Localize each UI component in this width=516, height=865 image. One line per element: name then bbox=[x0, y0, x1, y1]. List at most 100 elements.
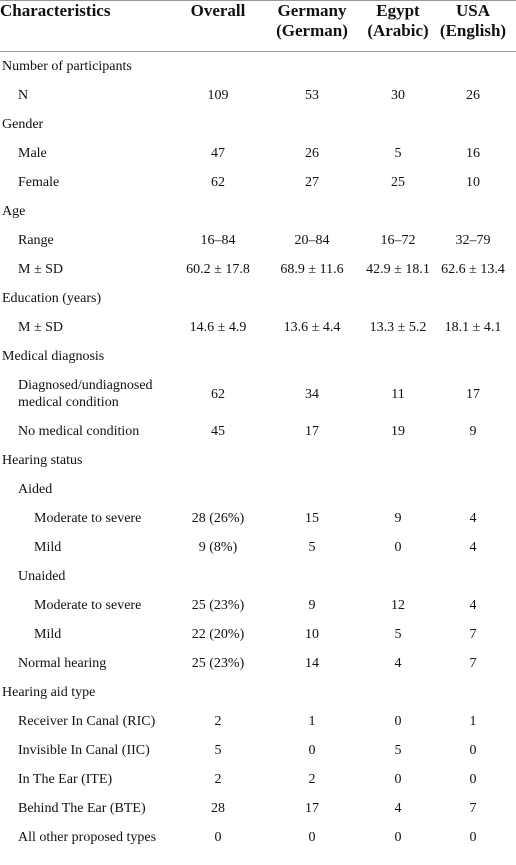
data-row: Receiver In Canal (RIC) 2 1 0 1 bbox=[0, 707, 516, 736]
data-row: Female 62 27 25 10 bbox=[0, 168, 516, 197]
row-label: Unaided bbox=[18, 569, 66, 584]
data-row: Range 16–84 20–84 16–72 32–79 bbox=[0, 226, 516, 255]
cell: 0 bbox=[308, 830, 316, 845]
cell: 15 bbox=[305, 511, 319, 526]
group-row: Age bbox=[0, 197, 516, 226]
row-label: Number of participants bbox=[2, 59, 132, 74]
cell: 0 bbox=[469, 743, 477, 758]
cell: 17 bbox=[466, 386, 480, 402]
cell: 9 (8%) bbox=[198, 540, 238, 555]
cell: 53 bbox=[305, 88, 319, 103]
cell: 34 bbox=[305, 386, 319, 402]
cell: 13.6 ± 4.4 bbox=[283, 320, 341, 335]
column-header: Characteristics bbox=[0, 1, 111, 20]
row-label: Age bbox=[2, 204, 26, 219]
cell: 2 bbox=[214, 714, 222, 729]
data-row: Behind The Ear (BTE) 28 17 4 7 bbox=[0, 794, 516, 823]
cell: 109 bbox=[207, 88, 229, 103]
row-label: Gender bbox=[2, 117, 44, 132]
table-body: Number of participants N 109 53 30 26 Gender Ma… bbox=[0, 52, 516, 852]
cell: 68.9 ± 11.6 bbox=[280, 262, 344, 277]
cell: 32–79 bbox=[455, 233, 491, 248]
cell: 19 bbox=[391, 424, 405, 439]
row-label: All other proposed types bbox=[18, 830, 157, 845]
cell: 10 bbox=[466, 175, 480, 190]
cell: 0 bbox=[394, 772, 402, 787]
cell: 25 (23%) bbox=[191, 598, 245, 613]
row-label: Diagnosed/undiagnosed medical condition bbox=[18, 378, 153, 410]
cell: 0 bbox=[214, 830, 222, 845]
cell: 17 bbox=[305, 424, 319, 439]
column-header: Germany (German) bbox=[276, 1, 348, 40]
cell: 5 bbox=[308, 540, 316, 555]
cell: 0 bbox=[394, 830, 402, 845]
row-label: Normal hearing bbox=[18, 656, 107, 671]
cell: 0 bbox=[394, 540, 402, 555]
row-label: Mild bbox=[34, 627, 62, 642]
cell: 26 bbox=[305, 146, 319, 161]
data-row: Moderate to severe 25 (23%) 9 12 4 bbox=[0, 591, 516, 620]
cell: 2 bbox=[308, 772, 316, 787]
row-label: Hearing aid type bbox=[2, 685, 96, 700]
row-label: Aided bbox=[18, 482, 53, 497]
cell: 0 bbox=[469, 772, 477, 787]
group-row: Hearing aid type bbox=[0, 678, 516, 707]
data-row: In The Ear (ITE) 2 2 0 0 bbox=[0, 765, 516, 794]
cell: 4 bbox=[469, 598, 477, 613]
cell: 14 bbox=[305, 656, 319, 671]
row-label: Medical diagnosis bbox=[2, 349, 105, 364]
column-header: Overall bbox=[190, 1, 246, 20]
row-label: Invisible In Canal (IIC) bbox=[18, 743, 150, 758]
cell: 26 bbox=[466, 88, 480, 103]
cell: 60.2 ± 17.8 bbox=[186, 262, 250, 277]
cell: 17 bbox=[305, 801, 319, 816]
cell: 4 bbox=[469, 540, 477, 555]
cell: 7 bbox=[469, 656, 477, 671]
cell: 12 bbox=[391, 598, 405, 613]
column-header: USA (English) bbox=[439, 1, 507, 40]
cell: 25 (23%) bbox=[191, 656, 245, 671]
data-row: Normal hearing 25 (23%) 14 4 7 bbox=[0, 649, 516, 678]
data-row: Diagnosed/undiagnosed medical condition 6… bbox=[0, 371, 516, 417]
cell: 62 bbox=[211, 175, 225, 190]
cell: 5 bbox=[394, 146, 402, 161]
header-row: Characteristics Overall Germany (German)… bbox=[0, 0, 516, 52]
cell: 11 bbox=[391, 386, 405, 402]
cell: 28 bbox=[211, 801, 225, 816]
row-label: Male bbox=[18, 146, 47, 161]
cell: 16 bbox=[466, 146, 480, 161]
cell: 5 bbox=[214, 743, 222, 758]
data-row: Mild 9 (8%) 5 0 4 bbox=[0, 533, 516, 562]
group-row: Aided bbox=[0, 475, 516, 504]
cell: 22 (20%) bbox=[191, 627, 245, 642]
data-row: M ± SD 60.2 ± 17.8 68.9 ± 11.6 42.9 ± 18.1 6… bbox=[0, 255, 516, 284]
cell: 13.3 ± 5.2 bbox=[369, 320, 427, 335]
row-label: Behind The Ear (BTE) bbox=[18, 801, 146, 816]
cell: 4 bbox=[394, 656, 402, 671]
row-label: In The Ear (ITE) bbox=[18, 772, 113, 787]
cell: 5 bbox=[394, 743, 402, 758]
row-label: Hearing status bbox=[2, 453, 83, 468]
row-label: No medical condition bbox=[18, 424, 140, 439]
data-row: All other proposed types 0 0 0 0 bbox=[0, 823, 516, 852]
cell: 5 bbox=[394, 627, 402, 642]
cell: 9 bbox=[394, 511, 402, 526]
group-row: Gender bbox=[0, 110, 516, 139]
cell: 4 bbox=[469, 511, 477, 526]
cell: 20–84 bbox=[294, 233, 330, 248]
data-row: M ± SD 14.6 ± 4.9 13.6 ± 4.4 13.3 ± 5.2 18.1… bbox=[0, 313, 516, 342]
cell: 0 bbox=[469, 830, 477, 845]
cell: 16–84 bbox=[200, 233, 236, 248]
row-label: Receiver In Canal (RIC) bbox=[18, 714, 156, 729]
row-label: M ± SD bbox=[18, 320, 64, 335]
column-header: Egypt (Arabic) bbox=[367, 1, 429, 40]
data-row: Invisible In Canal (IIC) 5 0 5 0 bbox=[0, 736, 516, 765]
cell: 27 bbox=[305, 175, 319, 190]
cell: 16–72 bbox=[380, 233, 416, 248]
group-row: Education (years) bbox=[0, 284, 516, 313]
data-row: N 109 53 30 26 bbox=[0, 81, 516, 110]
row-label: Moderate to severe bbox=[34, 511, 142, 526]
cell: 62.6 ± 13.4 bbox=[441, 262, 505, 277]
cell: 47 bbox=[211, 146, 225, 161]
